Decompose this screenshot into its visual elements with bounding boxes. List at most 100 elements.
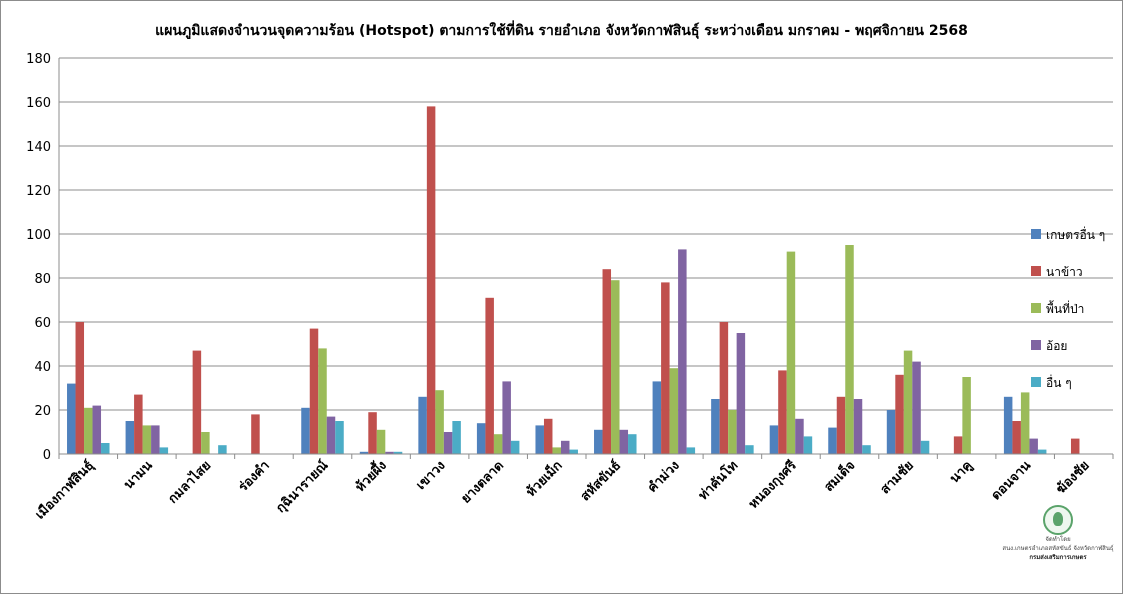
x-tick-label-1: นามน — [121, 458, 155, 492]
bar-10-3 — [678, 249, 687, 454]
bar-2-1 — [192, 350, 202, 454]
x-tick-label-4: กุฉินารายณ์ — [273, 458, 332, 517]
x-tick-label-9: สหัสขันธ์ — [577, 457, 624, 504]
bar-6-0 — [418, 396, 427, 454]
legend-label-1: นาข้าว — [1046, 265, 1083, 279]
legend-swatch-1 — [1031, 266, 1041, 276]
bar-7-1 — [485, 297, 494, 454]
x-tick-label-6: เขาวง — [414, 458, 449, 493]
x-axis-labels: เมืองกาฬสินธุ์ นามน กมลาไสย ร่องคำ กุฉินาราย… — [32, 455, 1092, 522]
x-tick-label-17: ฆ้องชัย — [1053, 458, 1093, 498]
bar-13-4 — [862, 445, 871, 454]
credit-prepared-by: จัดทำโดย — [1045, 536, 1071, 543]
y-tick-label-6: 120 — [26, 184, 51, 199]
bar-2-4 — [218, 445, 227, 454]
bar-11-1 — [719, 322, 729, 454]
bar-9-1 — [602, 269, 612, 454]
bar-7-2 — [493, 434, 503, 454]
x-tick-label-16: ดอนจาน — [989, 458, 1034, 503]
bar-12-2 — [786, 251, 796, 454]
legend-label-4: อื่น ๆ — [1046, 374, 1072, 390]
bar-14-0 — [886, 410, 896, 454]
bar-0-2 — [84, 407, 93, 454]
bar-4-4 — [335, 421, 344, 454]
bar-5-1 — [368, 412, 377, 454]
bar-5-2 — [376, 429, 386, 454]
bar-6-2 — [435, 390, 444, 454]
legend-swatch-4 — [1031, 377, 1041, 387]
bar-12-0 — [769, 425, 779, 454]
x-tick-label-13: สมเด็จ — [819, 456, 858, 495]
bar-5-3 — [385, 451, 394, 454]
x-tick-label-15: นาคู — [947, 458, 975, 486]
bar-16-0 — [1003, 396, 1013, 454]
bar-4-1 — [309, 328, 319, 454]
bar-13-0 — [828, 427, 837, 454]
bar-0-0 — [67, 383, 76, 454]
y-tick-label-3: 60 — [34, 316, 51, 331]
bar-1-0 — [125, 421, 135, 454]
credit-department: กรมส่งเสริมการเกษตร — [1029, 554, 1087, 561]
bar-5-0 — [359, 451, 369, 454]
bars — [67, 106, 1080, 455]
bar-5-4 — [393, 451, 403, 454]
gridlines — [59, 57, 1113, 411]
bar-9-2 — [611, 280, 620, 454]
bar-8-4 — [569, 449, 578, 454]
legend-swatch-2 — [1031, 303, 1041, 313]
y-axis-ticks: 0 20 40 60 80 100 120 140 160 180 — [26, 52, 51, 463]
bar-17-1 — [1070, 438, 1080, 454]
bar-16-4 — [1037, 449, 1047, 454]
credit-office: สนง.เกษตรอำเภอสหัสขันธ์ จังหวัดกาฬสินธุ์ — [1002, 545, 1114, 552]
bar-1-3 — [151, 425, 160, 454]
bar-4-0 — [301, 407, 310, 454]
x-tick-label-10: คำม่วง — [644, 458, 682, 496]
y-tick-label-8: 160 — [26, 96, 51, 111]
bar-13-1 — [836, 396, 846, 454]
bar-12-4 — [803, 436, 813, 454]
bar-11-2 — [728, 410, 737, 454]
bar-14-1 — [895, 374, 904, 454]
bar-10-1 — [661, 282, 670, 454]
x-tick-label-14: สามชัย — [878, 458, 917, 497]
y-tick-label-2: 40 — [34, 360, 51, 375]
bar-9-0 — [594, 429, 603, 454]
y-tick-label-5: 100 — [26, 228, 51, 243]
bar-0-1 — [75, 322, 85, 454]
bar-11-4 — [745, 445, 754, 454]
bar-3-1 — [251, 414, 260, 454]
legend-swatch-3 — [1031, 340, 1041, 350]
bar-15-1 — [953, 436, 963, 454]
bar-16-1 — [1012, 421, 1021, 454]
bar-14-4 — [920, 440, 930, 454]
x-tick-label-12: หนองกุงศรี — [745, 458, 800, 513]
x-tick-label-3: ร่องคำ — [235, 458, 273, 496]
y-tick-label-9: 180 — [26, 52, 51, 67]
bar-16-2 — [1020, 392, 1030, 454]
bar-1-2 — [142, 425, 152, 454]
x-tick-label-11: ท่าคันโท — [695, 457, 742, 504]
bar-9-3 — [619, 429, 629, 454]
bar-10-0 — [652, 381, 662, 454]
bar-8-2 — [552, 447, 561, 454]
bar-1-4 — [159, 447, 169, 454]
bar-10-2 — [669, 368, 679, 454]
legend-swatch-0 — [1031, 229, 1041, 239]
bar-6-1 — [426, 106, 436, 455]
bar-9-4 — [628, 434, 637, 454]
bar-14-2 — [903, 350, 913, 454]
bar-7-4 — [510, 440, 520, 454]
bar-1-1 — [134, 394, 143, 454]
bar-0-4 — [101, 443, 110, 454]
y-tick-label-1: 20 — [34, 404, 51, 419]
bar-13-2 — [845, 245, 854, 454]
bar-11-3 — [736, 333, 746, 454]
bar-10-4 — [686, 447, 696, 454]
y-tick-label-0: 0 — [43, 448, 51, 463]
bar-4-3 — [326, 416, 336, 454]
bar-0-3 — [92, 405, 102, 454]
bar-8-1 — [543, 418, 553, 454]
bar-7-3 — [502, 381, 511, 454]
chart-title: แผนภูมิแสดงจำนวนจุดความร้อน (Hotspot) ตา… — [155, 23, 968, 39]
